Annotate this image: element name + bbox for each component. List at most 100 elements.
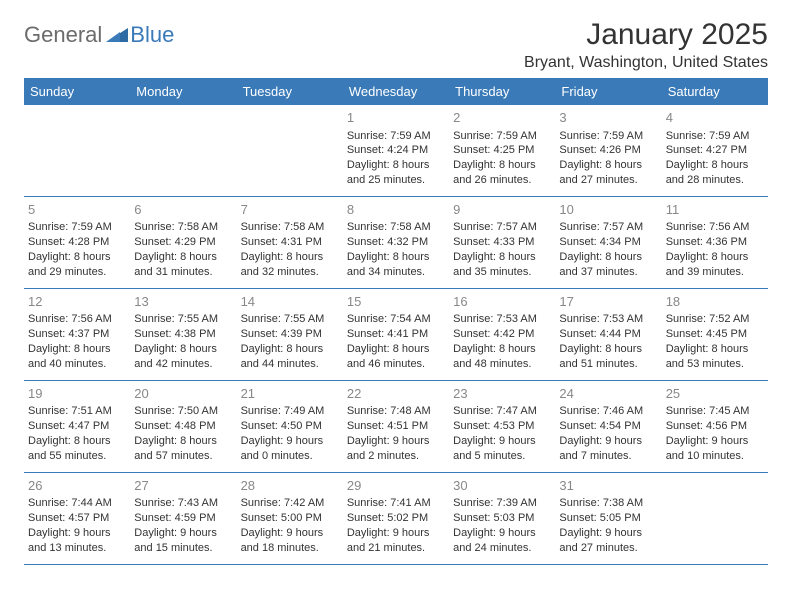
dow-header: Sunday <box>24 78 130 105</box>
daylight-line: Daylight: 9 hours <box>134 526 232 541</box>
sunset-line: Sunset: 4:45 PM <box>666 327 764 342</box>
daylight-line: and 40 minutes. <box>28 357 126 372</box>
daylight-line: Daylight: 8 hours <box>347 250 445 265</box>
daylight-line: Daylight: 8 hours <box>28 250 126 265</box>
day-number: 1 <box>347 109 445 127</box>
day-number: 27 <box>134 477 232 495</box>
sunrise-line: Sunrise: 7:55 AM <box>241 312 339 327</box>
daylight-line: Daylight: 8 hours <box>28 342 126 357</box>
calendar-cell: 24Sunrise: 7:46 AMSunset: 4:54 PMDayligh… <box>555 380 661 472</box>
calendar-cell: 13Sunrise: 7:55 AMSunset: 4:38 PMDayligh… <box>130 288 236 380</box>
calendar-cell: 1 Sunrise: 7:59 AMSunset: 4:24 PMDaylight… <box>343 105 449 196</box>
sunrise-line: Sunrise: 7:39 AM <box>453 496 551 511</box>
calendar-cell: 15Sunrise: 7:54 AMSunset: 4:41 PMDayligh… <box>343 288 449 380</box>
logo-triangle-icon <box>106 24 128 47</box>
sunset-line: Sunset: 5:03 PM <box>453 511 551 526</box>
day-number: 8 <box>347 201 445 219</box>
daylight-line: and 34 minutes. <box>347 265 445 280</box>
daylight-line: and 15 minutes. <box>134 541 232 556</box>
sunrise-line: Sunrise: 7:47 AM <box>453 404 551 419</box>
sunset-line: Sunset: 4:36 PM <box>666 235 764 250</box>
logo-text-general: General <box>24 22 102 48</box>
sunrise-line: Sunrise: 7:56 AM <box>666 220 764 235</box>
calendar-cell: 18Sunrise: 7:52 AMSunset: 4:45 PMDayligh… <box>662 288 768 380</box>
daylight-line: and 7 minutes. <box>559 449 657 464</box>
daylight-line: and 27 minutes. <box>559 173 657 188</box>
daylight-line: and 48 minutes. <box>453 357 551 372</box>
day-number: 21 <box>241 385 339 403</box>
month-title: January 2025 <box>524 18 768 52</box>
day-number: 26 <box>28 477 126 495</box>
daylight-line: and 51 minutes. <box>559 357 657 372</box>
calendar-cell: 27Sunrise: 7:43 AMSunset: 4:59 PMDayligh… <box>130 472 236 564</box>
daylight-line: Daylight: 9 hours <box>241 434 339 449</box>
calendar-body: 1Sunrise: 7:59 AMSunset: 4:24 PMDaylight… <box>24 105 768 564</box>
daylight-line: Daylight: 9 hours <box>347 434 445 449</box>
daylight-line: Daylight: 8 hours <box>453 342 551 357</box>
sunrise-line: Sunrise: 7:55 AM <box>134 312 232 327</box>
calendar-cell: 9Sunrise: 7:57 AMSunset: 4:33 PMDaylight… <box>449 196 555 288</box>
day-number: 19 <box>28 385 126 403</box>
dow-header: Wednesday <box>343 78 449 105</box>
calendar-cell: 21Sunrise: 7:49 AMSunset: 4:50 PMDayligh… <box>237 380 343 472</box>
sunrise-line: Sunrise: 7:48 AM <box>347 404 445 419</box>
calendar-cell: 28Sunrise: 7:42 AMSunset: 5:00 PMDayligh… <box>237 472 343 564</box>
daylight-line: and 31 minutes. <box>134 265 232 280</box>
daylight-line: Daylight: 8 hours <box>453 250 551 265</box>
day-number: 22 <box>347 385 445 403</box>
calendar-cell: 16Sunrise: 7:53 AMSunset: 4:42 PMDayligh… <box>449 288 555 380</box>
day-number: 23 <box>453 385 551 403</box>
sunrise-line: Sunrise: 7:38 AM <box>559 496 657 511</box>
calendar-cell: 5Sunrise: 7:59 AMSunset: 4:28 PMDaylight… <box>24 196 130 288</box>
calendar-cell: 2Sunrise: 7:59 AMSunset: 4:25 PMDaylight… <box>449 105 555 196</box>
calendar-cell: 11Sunrise: 7:56 AMSunset: 4:36 PMDayligh… <box>662 196 768 288</box>
sunrise-line: Sunrise: 7:59 AM <box>453 129 551 144</box>
sunset-line: Sunset: 4:57 PM <box>28 511 126 526</box>
daylight-line: and 13 minutes. <box>28 541 126 556</box>
daylight-line: and 28 minutes. <box>666 173 764 188</box>
daylight-line: Daylight: 9 hours <box>559 526 657 541</box>
sunrise-line: Sunrise: 7:53 AM <box>559 312 657 327</box>
daylight-line: and 2 minutes. <box>347 449 445 464</box>
day-number: 24 <box>559 385 657 403</box>
daylight-line: and 35 minutes. <box>453 265 551 280</box>
sunset-line: Sunset: 4:25 PM <box>453 143 551 158</box>
dow-header: Tuesday <box>237 78 343 105</box>
sunrise-line: Sunrise: 7:59 AM <box>347 129 445 144</box>
daylight-line: Daylight: 8 hours <box>559 250 657 265</box>
sunset-line: Sunset: 4:34 PM <box>559 235 657 250</box>
sunrise-line: Sunrise: 7:46 AM <box>559 404 657 419</box>
sunrise-line: Sunrise: 7:49 AM <box>241 404 339 419</box>
calendar-cell: 14Sunrise: 7:55 AMSunset: 4:39 PMDayligh… <box>237 288 343 380</box>
sunset-line: Sunset: 4:47 PM <box>28 419 126 434</box>
daylight-line: and 39 minutes. <box>666 265 764 280</box>
sunset-line: Sunset: 4:48 PM <box>134 419 232 434</box>
day-number: 31 <box>559 477 657 495</box>
daylight-line: Daylight: 8 hours <box>134 342 232 357</box>
day-number: 16 <box>453 293 551 311</box>
sunrise-line: Sunrise: 7:59 AM <box>559 129 657 144</box>
calendar-cell: 30Sunrise: 7:39 AMSunset: 5:03 PMDayligh… <box>449 472 555 564</box>
logo: General Blue <box>24 18 174 48</box>
calendar-cell: 25Sunrise: 7:45 AMSunset: 4:56 PMDayligh… <box>662 380 768 472</box>
sunrise-line: Sunrise: 7:44 AM <box>28 496 126 511</box>
calendar-week: 26Sunrise: 7:44 AMSunset: 4:57 PM Dayligh… <box>24 472 768 564</box>
sunset-line: Sunset: 4:24 PM <box>347 143 445 158</box>
daylight-line: and 53 minutes. <box>666 357 764 372</box>
sunset-line: Sunset: 4:32 PM <box>347 235 445 250</box>
logo-text-blue: Blue <box>130 22 174 48</box>
sunset-line: Sunset: 4:59 PM <box>134 511 232 526</box>
daylight-line: Daylight: 8 hours <box>347 158 445 173</box>
sunrise-line: Sunrise: 7:57 AM <box>453 220 551 235</box>
sunrise-line: Sunrise: 7:52 AM <box>666 312 764 327</box>
sunset-line: Sunset: 4:56 PM <box>666 419 764 434</box>
sunset-line: Sunset: 4:27 PM <box>666 143 764 158</box>
daylight-line: Daylight: 8 hours <box>559 158 657 173</box>
calendar-week: 19Sunrise: 7:51 AMSunset: 4:47 PMDayligh… <box>24 380 768 472</box>
daylight-line: Daylight: 9 hours <box>453 526 551 541</box>
day-number: 25 <box>666 385 764 403</box>
daylight-line: and 27 minutes. <box>559 541 657 556</box>
sunrise-line: Sunrise: 7:58 AM <box>134 220 232 235</box>
calendar-cell: 12Sunrise: 7:56 AMSunset: 4:37 PMDayligh… <box>24 288 130 380</box>
sunrise-line: Sunrise: 7:58 AM <box>347 220 445 235</box>
